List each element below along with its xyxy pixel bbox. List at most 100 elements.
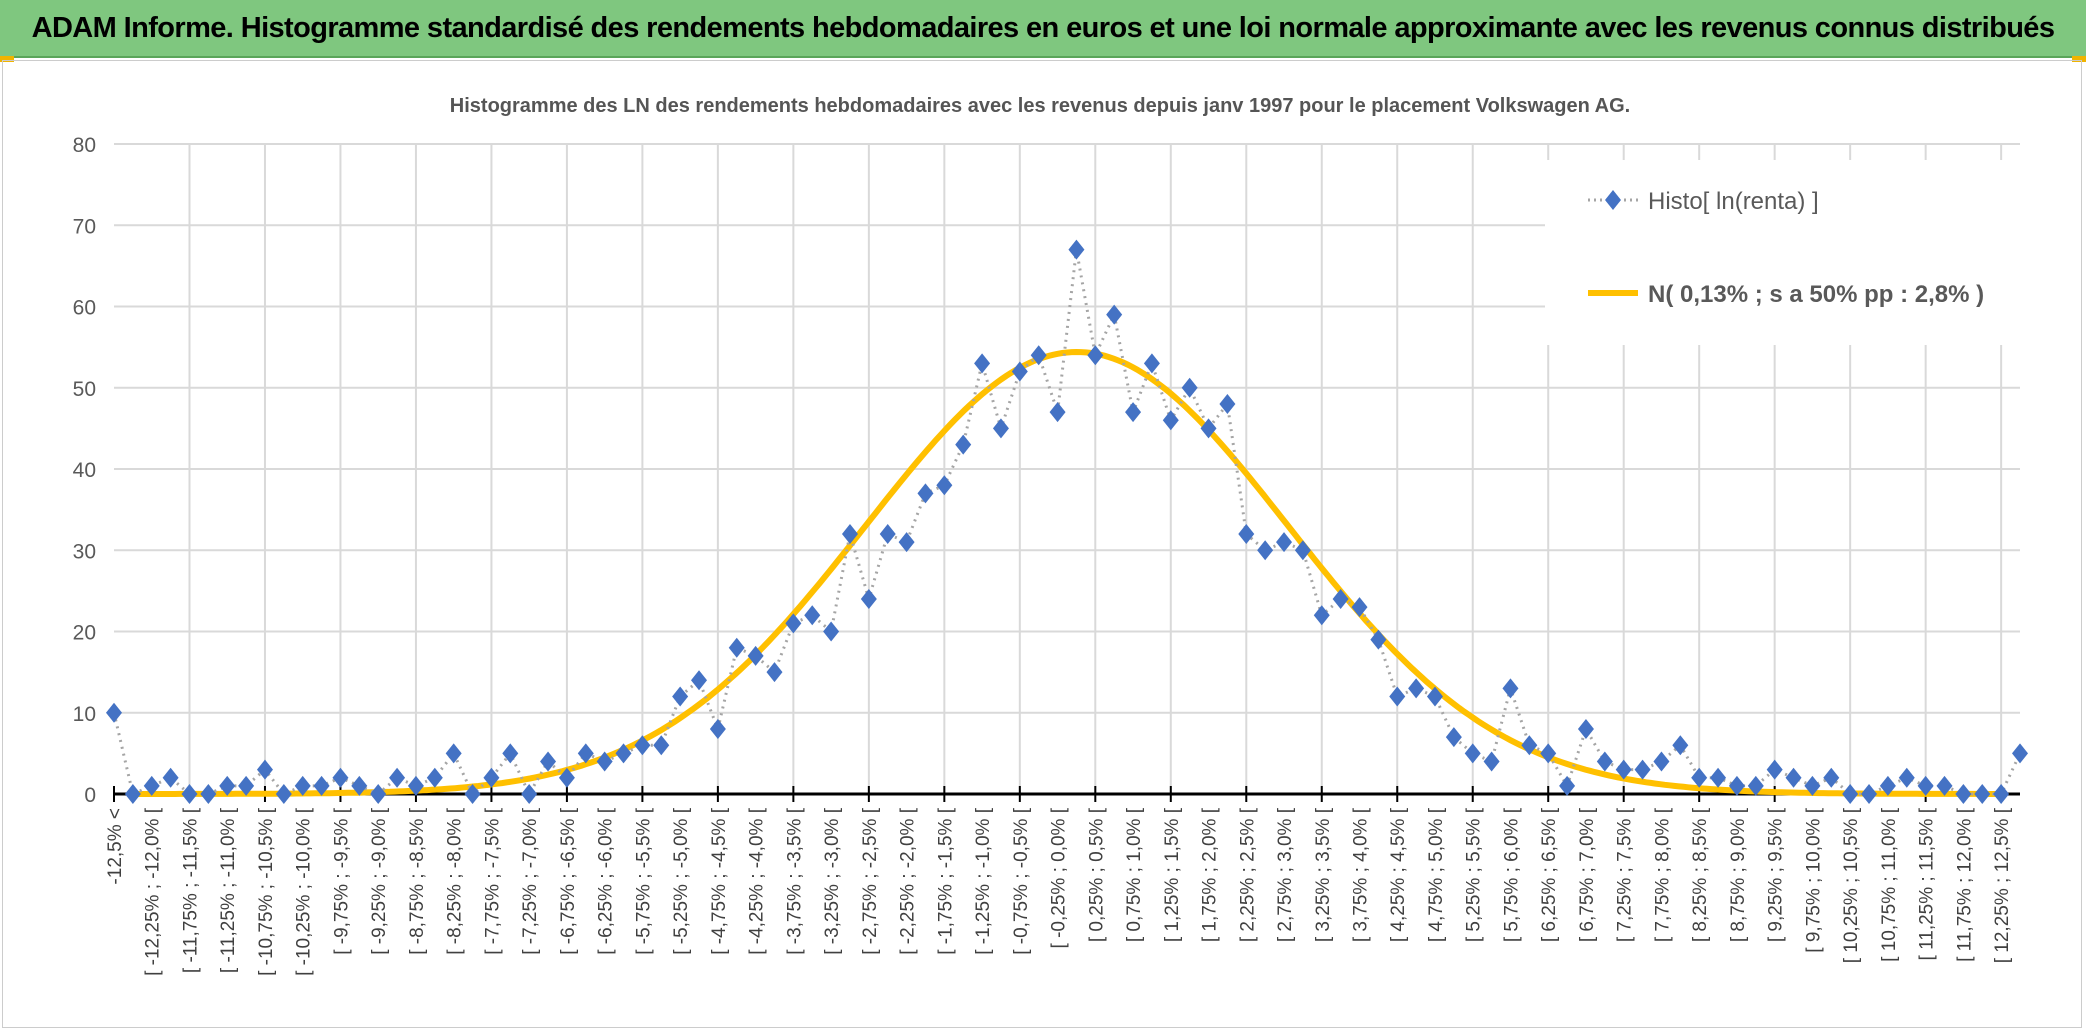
x-tick-label: [ 2,25% ; 2,5% [ bbox=[1237, 807, 1258, 942]
data-point-diamond bbox=[106, 702, 122, 723]
data-point-diamond bbox=[351, 775, 368, 796]
data-point-diamond bbox=[124, 784, 141, 804]
x-tick-label: [ -5,75% ; -5,5% [ bbox=[633, 807, 654, 955]
data-point-diamond bbox=[1332, 589, 1349, 609]
x-tick-label: [ -6,75% ; -6,5% [ bbox=[558, 807, 579, 955]
data-point-diamond bbox=[577, 743, 594, 764]
data-point-diamond bbox=[521, 784, 538, 804]
x-tick-label: [ 6,75% ; 7,0% [ bbox=[1577, 807, 1598, 942]
corner-accent bbox=[0, 56, 14, 62]
x-tick-label: [ -0,75% ; -0,5% [ bbox=[1011, 807, 1032, 955]
data-point-diamond bbox=[1162, 410, 1179, 431]
gridlines bbox=[114, 143, 2020, 794]
data-point-diamond bbox=[691, 670, 708, 691]
y-tick-label: 70 bbox=[73, 215, 96, 238]
data-point-diamond bbox=[1974, 784, 1991, 804]
data-point-diamond bbox=[426, 767, 443, 788]
data-point-diamond bbox=[1993, 784, 2010, 804]
data-point-diamond bbox=[1521, 735, 1538, 756]
data-point-diamond bbox=[1842, 784, 1859, 804]
data-point-diamond bbox=[1672, 735, 1689, 756]
data-point-diamond bbox=[1936, 775, 1953, 796]
data-point-diamond bbox=[1257, 540, 1274, 561]
data-point-diamond bbox=[804, 605, 821, 626]
data-point-diamond bbox=[313, 775, 330, 796]
x-tick-label: -12,5% < bbox=[105, 808, 126, 885]
data-point-diamond bbox=[1502, 678, 1519, 699]
x-tick-label: [ 0,75% ; 1,0% [ bbox=[1124, 807, 1145, 942]
data-point-diamond bbox=[1049, 402, 1066, 423]
x-tick-label: [ -4,75% ; -4,5% [ bbox=[709, 807, 730, 955]
data-point-diamond bbox=[1691, 767, 1708, 788]
data-point-diamond bbox=[728, 637, 745, 658]
data-point-diamond bbox=[332, 767, 349, 788]
data-point-diamond bbox=[256, 759, 273, 780]
data-point-diamond bbox=[407, 775, 424, 796]
x-tick-label: [ 5,75% ; 6,0% [ bbox=[1501, 807, 1522, 942]
legend-normal-label: N( 0,13% ; s a 50% pp : 2,8% ) bbox=[1648, 281, 1984, 308]
x-tick-label: [ 7,25% ; 7,5% [ bbox=[1615, 807, 1636, 942]
x-tick-label: [ 1,25% ; 1,5% [ bbox=[1162, 807, 1183, 942]
data-point-diamond bbox=[1785, 767, 1802, 788]
data-point-diamond bbox=[464, 784, 481, 804]
x-tick-label: [ -12,25% ; -12,0% [ bbox=[143, 807, 164, 976]
data-point-diamond bbox=[2012, 743, 2028, 764]
data-point-diamond bbox=[709, 719, 726, 739]
legend-box bbox=[1545, 160, 2050, 345]
data-point-diamond bbox=[1747, 775, 1764, 796]
corner-accent bbox=[2072, 56, 2086, 62]
data-point-diamond bbox=[1219, 394, 1236, 414]
x-tick-label: [ -1,25% ; -1,0% [ bbox=[973, 807, 994, 955]
data-point-diamond bbox=[502, 743, 519, 764]
data-point-diamond bbox=[200, 784, 217, 804]
data-point-diamond bbox=[1106, 304, 1123, 325]
data-point-diamond bbox=[1766, 759, 1783, 780]
data-point-diamond bbox=[1143, 353, 1160, 374]
data-point-diamond bbox=[1351, 597, 1368, 618]
data-point-diamond bbox=[162, 767, 179, 788]
legend-histo-label: Histo[ ln(renta) ] bbox=[1648, 188, 1819, 215]
data-point-diamond bbox=[445, 743, 462, 764]
data-point-diamond bbox=[558, 767, 575, 788]
data-point-diamond bbox=[1408, 678, 1425, 699]
data-point-diamond bbox=[615, 743, 632, 764]
y-tick-label: 30 bbox=[73, 540, 96, 563]
x-tick-label: [ 11,75% ; 12,0% [ bbox=[1954, 807, 1975, 962]
data-point-diamond bbox=[370, 784, 387, 804]
data-point-diamond bbox=[1238, 524, 1255, 544]
data-point-diamond bbox=[1276, 532, 1293, 553]
x-tick-label: [ 12,25% ; 12,5% [ bbox=[1992, 807, 2013, 963]
x-tick-label: [ -6,25% ; -6,0% [ bbox=[596, 807, 617, 955]
data-point-diamond bbox=[294, 775, 311, 796]
data-point-diamond bbox=[238, 775, 255, 796]
data-point-diamond bbox=[389, 767, 406, 788]
data-point-diamond bbox=[1181, 377, 1198, 398]
x-tick-label: [ 0,25% ; 0,5% [ bbox=[1086, 807, 1107, 942]
normal-curve bbox=[132, 348, 2002, 797]
page-title: ADAM Informe. Histogramme standardisé de… bbox=[0, 0, 2086, 58]
x-tick-label: [ 5,25% ; 5,5% [ bbox=[1464, 807, 1485, 942]
x-tick-label: [ -11,25% ; -11,0% [ bbox=[218, 807, 239, 973]
x-tick-label: [ -2,75% ; -2,5% [ bbox=[860, 807, 881, 955]
y-tick-label: 20 bbox=[73, 622, 96, 645]
data-point-diamond bbox=[672, 686, 689, 707]
data-point-diamond bbox=[596, 751, 613, 772]
data-point-diamond bbox=[1596, 751, 1613, 772]
data-point-diamond bbox=[1559, 775, 1576, 796]
data-point-diamond bbox=[860, 589, 877, 609]
data-point-diamond bbox=[1464, 743, 1481, 764]
x-tick-label: [ -3,25% ; -3,0% [ bbox=[822, 807, 843, 955]
data-point-diamond bbox=[1653, 751, 1670, 772]
x-tick-label: [ 11,25% ; 11,5% [ bbox=[1917, 807, 1938, 960]
data-point-diamond bbox=[143, 775, 160, 796]
data-point-diamond bbox=[1426, 686, 1443, 707]
data-point-diamond bbox=[1200, 418, 1217, 439]
x-tick-label: [ 4,25% ; 4,5% [ bbox=[1388, 807, 1409, 942]
x-tick-label: [ -4,25% ; -4,0% [ bbox=[747, 807, 768, 955]
y-tick-label: 40 bbox=[73, 459, 96, 482]
data-point-diamond bbox=[1011, 361, 1028, 382]
data-point-diamond bbox=[1917, 775, 1934, 796]
data-point-diamond bbox=[1030, 345, 1047, 366]
y-tick-label: 0 bbox=[84, 784, 96, 807]
